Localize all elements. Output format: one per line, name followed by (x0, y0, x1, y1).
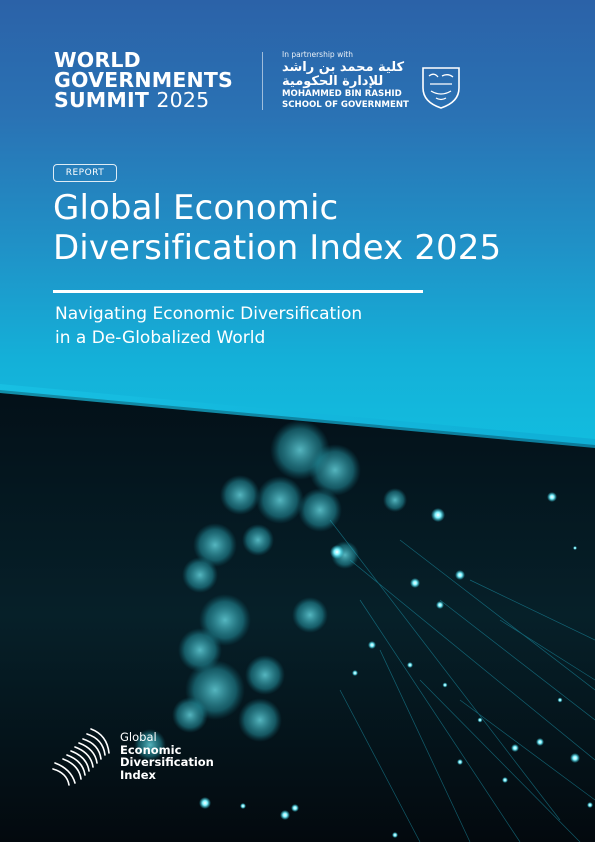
gedi-globe-icon (52, 728, 110, 786)
gedi-line1: Global (120, 730, 157, 744)
wgs-line1: WORLD (54, 48, 141, 72)
report-subtitle: Navigating Economic Diversification in a… (55, 302, 362, 350)
mbrsg-shield-icon (422, 67, 460, 109)
cover-gradient-band (0, 0, 595, 460)
wgs-year: 2025 (156, 88, 210, 112)
title-line1: Global Economic (53, 188, 339, 228)
gedi-line4: Index (120, 767, 156, 782)
wgs-logo: WORLD GOVERNMENTS SUMMIT 2025 (54, 48, 234, 112)
header-divider (262, 52, 263, 110)
title-line2: Diversification Index 2025 (53, 228, 502, 268)
wgs-line2: GOVERNMENTS (54, 68, 234, 92)
school-line1: MOHAMMED BIN RASHID (282, 89, 402, 99)
mbrsg-arabic-name: كلية محمد بن راشد للإدارة الحكومية (282, 61, 404, 89)
wgs-line3: SUMMIT (54, 88, 150, 112)
mbrsg-english-name: MOHAMMED BIN RASHID SCHOOL OF GOVERNMENT (282, 89, 409, 111)
gedi-line2: Economic (120, 742, 182, 757)
school-line2: SCHOOL OF GOVERNMENT (282, 100, 409, 110)
subtitle-line2: in a De-Globalized World (55, 328, 266, 348)
subtitle-line1: Navigating Economic Diversification (55, 304, 363, 324)
partner-label: In partnership with (282, 50, 353, 59)
report-badge: REPORT (53, 164, 117, 182)
arabic-line1: كلية محمد بن راشد (282, 60, 405, 75)
report-title: Global Economic Diversification Index 20… (53, 188, 501, 268)
gedi-wordmark: Global Economic Diversification Index (120, 731, 214, 781)
arabic-line2: للإدارة الحكومية (282, 74, 384, 89)
title-rule (53, 290, 423, 293)
gedi-line3: Diversification (120, 755, 214, 769)
